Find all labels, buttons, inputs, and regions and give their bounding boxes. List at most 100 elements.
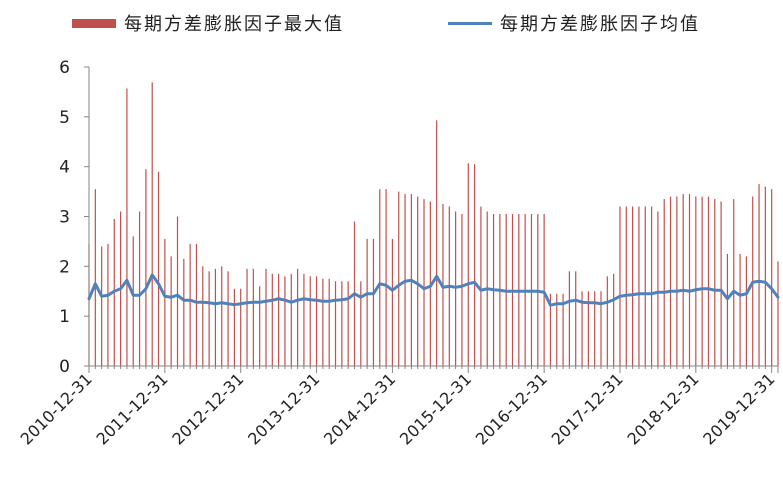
y-tick-label: 2: [59, 257, 70, 277]
x-tick-label: 2018-12-31: [623, 369, 702, 448]
bar: [695, 196, 697, 366]
x-tick-label: 2016-12-31: [472, 369, 551, 448]
bar: [600, 291, 602, 366]
bar: [562, 293, 564, 366]
bar: [385, 189, 387, 366]
bar: [638, 206, 640, 366]
bar: [379, 189, 381, 366]
bar: [315, 276, 318, 366]
bar: [480, 206, 482, 366]
bar: [227, 271, 229, 366]
legend-label-mean: 每期方差膨胀因子均值: [500, 14, 700, 35]
x-tick-label: 2019-12-31: [699, 369, 778, 448]
x-tick-label: 2013-12-31: [244, 369, 323, 448]
bar: [764, 186, 766, 366]
bar: [195, 243, 198, 366]
bar: [771, 189, 773, 366]
x-tick-label: 2015-12-31: [396, 369, 475, 448]
bar: [259, 286, 261, 366]
bar: [676, 196, 678, 366]
bar: [549, 293, 552, 366]
legend-item-max: 每期方差膨胀因子最大值: [72, 6, 344, 40]
bar: [473, 164, 476, 366]
bar: [101, 246, 103, 366]
bar: [170, 256, 172, 366]
legend-item-mean: 每期方差膨胀因子均值: [448, 6, 700, 40]
bar: [284, 276, 286, 366]
bar: [164, 238, 166, 366]
bar: [94, 189, 96, 366]
bar: [176, 216, 179, 366]
bar: [720, 201, 722, 366]
bar: [650, 206, 653, 366]
bar: [739, 253, 741, 367]
bar: [189, 243, 191, 366]
bar: [632, 206, 634, 366]
bar: [183, 258, 185, 366]
bar: [391, 238, 394, 366]
bar: [246, 268, 248, 366]
bar: [543, 214, 545, 366]
bar: [707, 196, 710, 366]
bar: [265, 268, 267, 366]
bar: [461, 214, 463, 366]
y-tick-label: 0: [59, 357, 70, 377]
bar: [467, 163, 469, 366]
bar: [556, 293, 558, 366]
bar: [613, 273, 615, 366]
bar: [619, 206, 621, 366]
bar: [714, 199, 716, 366]
legend-label-max: 每期方差膨胀因子最大值: [124, 14, 344, 35]
bar: [606, 276, 608, 366]
bar: [290, 273, 292, 366]
bar: [221, 266, 223, 366]
bar: [347, 281, 349, 366]
bar: [278, 273, 280, 366]
bar: [417, 196, 419, 366]
x-tick-label: 2011-12-31: [92, 369, 171, 448]
y-tick-label: 6: [59, 58, 70, 78]
bar: [682, 194, 684, 366]
bar: [202, 266, 204, 366]
y-tick-label: 1: [59, 307, 70, 327]
bar: [233, 288, 235, 366]
bar: [745, 256, 747, 366]
x-tick-label: 2010-12-31: [17, 369, 96, 448]
bar: [297, 268, 299, 366]
bar: [303, 273, 305, 366]
bar: [726, 253, 729, 367]
x-tick-label: 2014-12-31: [320, 369, 399, 448]
bar: [107, 243, 109, 366]
bar: [701, 196, 703, 366]
bar: [372, 238, 375, 366]
bar: [733, 199, 735, 366]
bar: [252, 268, 254, 366]
bar: [688, 194, 691, 366]
y-tick-label: 3: [59, 208, 70, 228]
bar: [436, 120, 438, 366]
bar: [657, 211, 659, 366]
legend-swatch-line: [448, 21, 492, 25]
y-tick-label: 4: [59, 158, 70, 178]
bar: [334, 281, 337, 366]
bar: [341, 281, 343, 366]
bar: [151, 82, 153, 366]
legend: 每期方差膨胀因子最大值 每期方差膨胀因子均值: [0, 6, 783, 40]
y-tick-label: 5: [59, 108, 70, 128]
bar: [157, 171, 160, 366]
bar: [132, 236, 134, 366]
bar: [126, 88, 128, 367]
bar: [360, 281, 362, 366]
mean-line: [87, 273, 780, 307]
bar: [271, 273, 273, 366]
bar: [138, 211, 141, 366]
bar: [398, 191, 400, 366]
x-tick-label: 2012-12-31: [168, 369, 247, 448]
bar: [309, 276, 311, 366]
bar: [594, 291, 596, 366]
bar: [644, 206, 646, 366]
legend-swatch-bar: [72, 18, 116, 28]
bar: [587, 291, 589, 366]
bar: [625, 206, 627, 366]
